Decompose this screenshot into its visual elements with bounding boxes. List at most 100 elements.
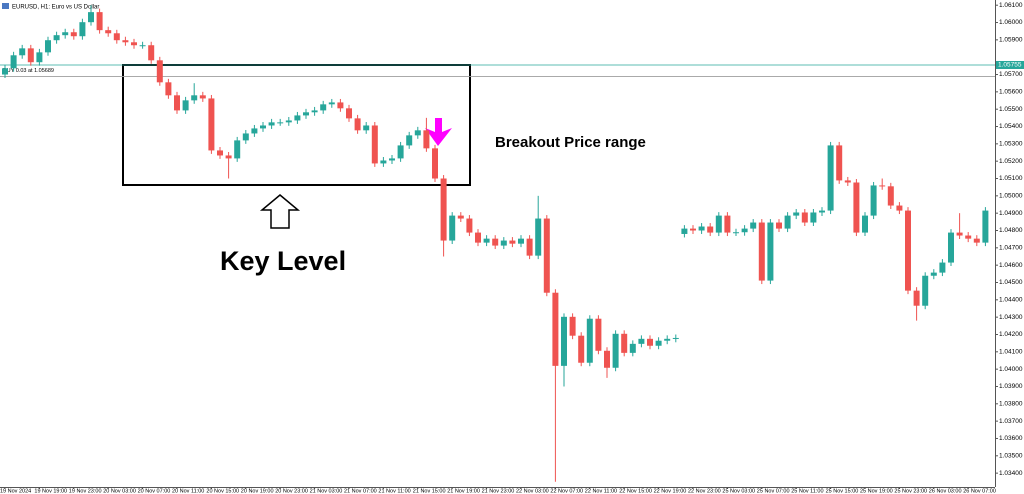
y-tick-label: 1.05700 bbox=[999, 71, 1023, 78]
candle-body bbox=[965, 235, 972, 239]
candle-body bbox=[939, 262, 946, 273]
candle-body bbox=[913, 290, 920, 306]
candle-body bbox=[862, 215, 868, 233]
candle-body bbox=[70, 32, 77, 37]
x-tick-label: 25 Nov 23:00 bbox=[894, 488, 927, 494]
x-tick-label: 21 Nov 15:00 bbox=[413, 488, 446, 494]
y-tick-label: 1.04600 bbox=[999, 262, 1023, 269]
candle-body bbox=[647, 338, 653, 346]
y-tick-label: 1.03400 bbox=[999, 470, 1023, 477]
down-arrow bbox=[425, 118, 452, 146]
y-tick-label: 1.05500 bbox=[999, 106, 1023, 113]
candle-body bbox=[758, 222, 765, 281]
candle-body bbox=[655, 340, 662, 346]
candle-body bbox=[793, 212, 800, 216]
candle-body bbox=[10, 55, 17, 69]
x-tick-label: 20 Nov 11:00 bbox=[172, 488, 204, 494]
candle-body bbox=[905, 210, 911, 291]
candle-body bbox=[449, 215, 456, 241]
candle-body bbox=[88, 12, 94, 23]
candle-body bbox=[836, 145, 843, 181]
candle-body bbox=[423, 130, 430, 149]
candle-body bbox=[105, 30, 112, 34]
candle-body bbox=[801, 212, 808, 223]
candle-body bbox=[475, 232, 481, 243]
candle-body bbox=[208, 98, 215, 151]
candle-body bbox=[561, 316, 567, 366]
candle-body bbox=[887, 186, 894, 206]
x-tick-label: 20 Nov 07:00 bbox=[138, 488, 171, 494]
candle-body bbox=[199, 95, 206, 99]
x-tick-label: 22 Nov 15:00 bbox=[619, 488, 652, 494]
candle-body bbox=[741, 228, 748, 233]
candle-body bbox=[217, 150, 223, 156]
candle-body bbox=[53, 35, 60, 41]
x-tick-label: 19 Nov 2024 bbox=[0, 488, 31, 494]
chart-title: EURUSD, H1: Euro vs US Dollar bbox=[12, 5, 99, 11]
candle-body bbox=[79, 22, 86, 37]
candle-body bbox=[500, 240, 507, 246]
x-tick-label: 25 Nov 07:00 bbox=[757, 488, 790, 494]
candle-body bbox=[148, 45, 155, 61]
candle-body bbox=[492, 238, 499, 246]
candle-body bbox=[844, 180, 851, 183]
candle-body bbox=[122, 40, 129, 43]
candle-body bbox=[2, 68, 8, 75]
candle-body bbox=[182, 100, 189, 111]
candle-body bbox=[371, 125, 378, 164]
candle-body bbox=[518, 238, 524, 244]
candle-body bbox=[303, 112, 309, 116]
candle-body bbox=[19, 48, 26, 56]
candle-body bbox=[328, 102, 335, 105]
candle-body bbox=[681, 228, 688, 234]
candle-body bbox=[389, 158, 395, 161]
candle-body bbox=[578, 335, 585, 363]
candle-body bbox=[268, 122, 275, 126]
x-tick-label: 25 Nov 03:00 bbox=[722, 488, 755, 494]
candle-body bbox=[242, 133, 249, 141]
symbol-icon bbox=[2, 3, 9, 9]
candle-body bbox=[715, 215, 722, 233]
y-tick-label: 1.03500 bbox=[999, 453, 1023, 460]
candle-body bbox=[707, 226, 714, 233]
candle-body bbox=[320, 104, 327, 111]
candle-body bbox=[466, 218, 473, 233]
y-tick-label: 1.05000 bbox=[999, 193, 1023, 200]
x-tick-label: 22 Nov 03:00 bbox=[516, 488, 549, 494]
candle-body bbox=[853, 182, 860, 233]
candle-body bbox=[62, 32, 69, 36]
y-tick-label: 1.05900 bbox=[999, 37, 1023, 44]
candle-body bbox=[922, 275, 929, 306]
y-tick-label: 1.06100 bbox=[999, 2, 1023, 9]
x-tick-label: 21 Nov 07:00 bbox=[344, 488, 377, 494]
candle-body bbox=[629, 343, 636, 353]
candle-body bbox=[285, 120, 292, 123]
x-tick-label: 22 Nov 07:00 bbox=[550, 488, 583, 494]
candle-body bbox=[612, 333, 619, 368]
candle-body bbox=[354, 118, 361, 131]
candle-body bbox=[440, 178, 447, 241]
candle-body bbox=[552, 292, 559, 366]
y-tick-label: 1.05400 bbox=[999, 123, 1023, 130]
candle-body bbox=[810, 212, 817, 223]
candle-body bbox=[526, 238, 533, 256]
candle-body bbox=[819, 210, 825, 213]
x-tick-label: 20 Nov 19:00 bbox=[241, 488, 274, 494]
candle-body bbox=[586, 318, 593, 363]
candle-body bbox=[131, 42, 137, 46]
x-tick-label: 19 Nov 23:00 bbox=[69, 488, 102, 494]
y-tick-label: 1.04900 bbox=[999, 210, 1023, 217]
candle-body bbox=[156, 60, 163, 83]
x-tick-label: 21 Nov 03:00 bbox=[310, 488, 343, 494]
candle-body bbox=[260, 125, 266, 129]
candle-body bbox=[234, 140, 241, 159]
candle-body bbox=[724, 215, 731, 233]
candle-body bbox=[896, 205, 903, 211]
candle-body bbox=[432, 148, 438, 179]
x-tick-label: 26 Nov 03:00 bbox=[929, 488, 962, 494]
candle-body bbox=[930, 272, 937, 276]
x-tick-label: 26 Nov 07:00 bbox=[963, 488, 996, 494]
x-tick-label: 20 Nov 03:00 bbox=[103, 488, 136, 494]
candle-body bbox=[27, 48, 34, 63]
